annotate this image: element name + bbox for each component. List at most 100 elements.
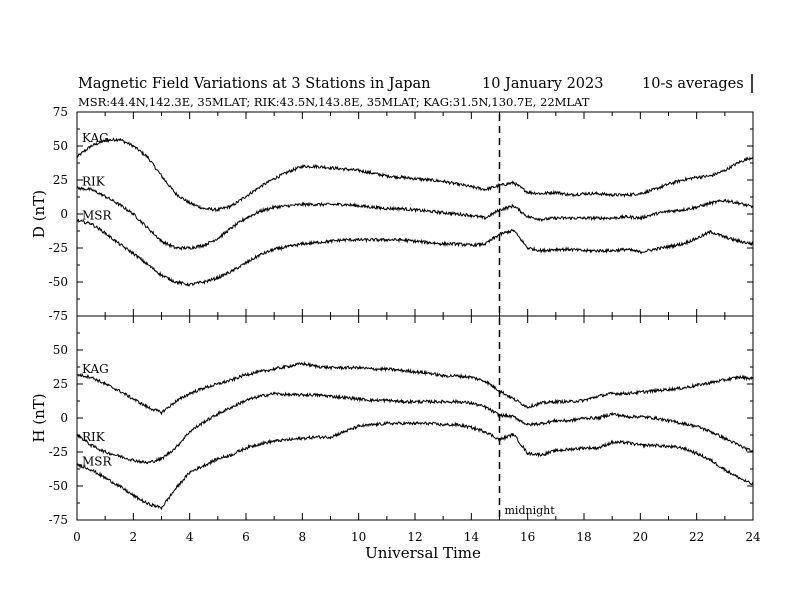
data-point-kag-d [653, 188, 656, 191]
data-point-rik-d [625, 216, 627, 218]
y-tick-label-h: -25 [49, 445, 68, 459]
data-point-kag-d [90, 145, 92, 147]
data-point-rik-d [231, 227, 233, 229]
data-point-kag-d [583, 193, 585, 195]
data-point-msr-d [372, 239, 374, 241]
data-point-msr-h [583, 447, 585, 449]
data-point-kag-h [76, 373, 78, 376]
data-point-msr-h [625, 441, 627, 444]
data-point-kag-h [118, 390, 120, 392]
data-point-rik-h [428, 401, 430, 403]
data-point-msr-h [400, 422, 402, 424]
data-point-msr-h [301, 437, 303, 439]
data-point-rik-h [287, 394, 289, 396]
data-point-kag-d [527, 191, 529, 193]
data-point-kag-h [597, 395, 599, 397]
data-point-rik-d [696, 206, 698, 208]
y-tick-label-d: 25 [53, 173, 68, 187]
series-label-rik-d: RIK [82, 175, 106, 189]
data-point-msr-d [217, 277, 219, 279]
data-point-kag-h [301, 363, 303, 365]
data-point-rik-h [146, 462, 148, 464]
data-point-msr-d [625, 248, 627, 250]
data-point-msr-d [386, 239, 388, 241]
data-point-kag-h [217, 383, 219, 385]
data-point-kag-h [259, 371, 261, 373]
data-point-rik-h [372, 399, 374, 401]
data-point-rik-d [118, 203, 120, 206]
data-point-msr-d [259, 254, 261, 256]
data-point-rik-d [189, 247, 191, 249]
data-point-msr-h [372, 424, 374, 426]
chart-date: 10 January 2023 [482, 76, 603, 92]
data-point-rik-d [76, 187, 78, 189]
data-point-msr-d [358, 239, 360, 241]
x-tick-label: 12 [407, 530, 422, 544]
data-point-msr-h [344, 431, 346, 433]
data-point-rik-d [245, 217, 247, 219]
data-point-kag-h [667, 388, 670, 390]
data-point-kag-h [386, 368, 388, 370]
data-point-kag-h [287, 365, 289, 367]
data-point-rik-h [456, 401, 458, 403]
data-point-msr-h [541, 454, 543, 456]
data-point-msr-h [259, 443, 261, 445]
series-line-kag-h [76, 361, 754, 416]
data-point-kag-h [752, 378, 754, 380]
data-point-msr-d [442, 243, 444, 245]
chart-title: Magnetic Field Variations at 3 Stations … [78, 76, 431, 92]
data-point-kag-d [696, 176, 698, 178]
data-point-kag-d [273, 178, 275, 180]
data-point-kag-h [245, 373, 247, 376]
data-point-rik-d [456, 213, 458, 215]
data-point-rik-h [344, 397, 346, 399]
data-point-kag-d [118, 138, 120, 140]
data-point-rik-h [160, 458, 163, 460]
data-point-msr-h [414, 422, 416, 424]
data-point-kag-d [160, 175, 163, 177]
data-point-kag-d [287, 171, 289, 173]
data-point-msr-h [470, 426, 472, 429]
data-point-kag-h [555, 401, 557, 403]
data-point-kag-d [400, 176, 402, 178]
data-point-kag-h [414, 371, 416, 373]
data-point-kag-h [625, 392, 627, 395]
data-point-kag-h [738, 376, 740, 378]
data-point-rik-h [245, 399, 247, 401]
data-point-rik-d [132, 213, 134, 215]
data-point-rik-h [358, 398, 360, 400]
data-point-kag-d [456, 183, 458, 185]
data-point-rik-d [752, 206, 754, 208]
data-point-rik-h [710, 431, 712, 433]
data-point-rik-d [273, 206, 275, 208]
x-tick-label: 8 [299, 530, 307, 544]
data-point-rik-d [470, 214, 472, 216]
y-axis-label-h: H (nT) [30, 393, 48, 442]
data-point-rik-d [597, 217, 599, 219]
data-point-msr-d [90, 222, 92, 225]
data-point-msr-h [217, 458, 219, 460]
plot-area: 75 50 25 0 -25 -50 -75 D (nT) KAG RIK MSR 50 25 0 -25 -… [30, 105, 761, 544]
data-point-msr-d [104, 232, 106, 234]
data-point-msr-h [611, 441, 613, 444]
data-point-msr-h [104, 477, 106, 479]
data-point-msr-d [527, 247, 529, 249]
data-point-msr-d [724, 236, 726, 238]
data-point-msr-h [724, 469, 726, 471]
data-point-rik-d [414, 209, 416, 211]
series-line-msr-d [76, 218, 754, 287]
data-point-kag-h [639, 391, 641, 393]
data-point-kag-d [724, 169, 726, 172]
data-point-rik-d [175, 247, 177, 249]
series-label-kag-d: KAG [82, 131, 109, 145]
y-axis-label-d: D (nT) [30, 190, 48, 238]
y-tick-label-h: -50 [49, 479, 68, 493]
x-tick-label: 4 [186, 530, 194, 544]
data-point-msr-h [273, 440, 275, 442]
data-point-rik-h [217, 413, 219, 415]
data-point-rik-h [470, 402, 472, 404]
data-point-rik-d [639, 217, 641, 219]
series-line-msr-h [76, 420, 754, 511]
data-point-kag-d [470, 186, 472, 188]
